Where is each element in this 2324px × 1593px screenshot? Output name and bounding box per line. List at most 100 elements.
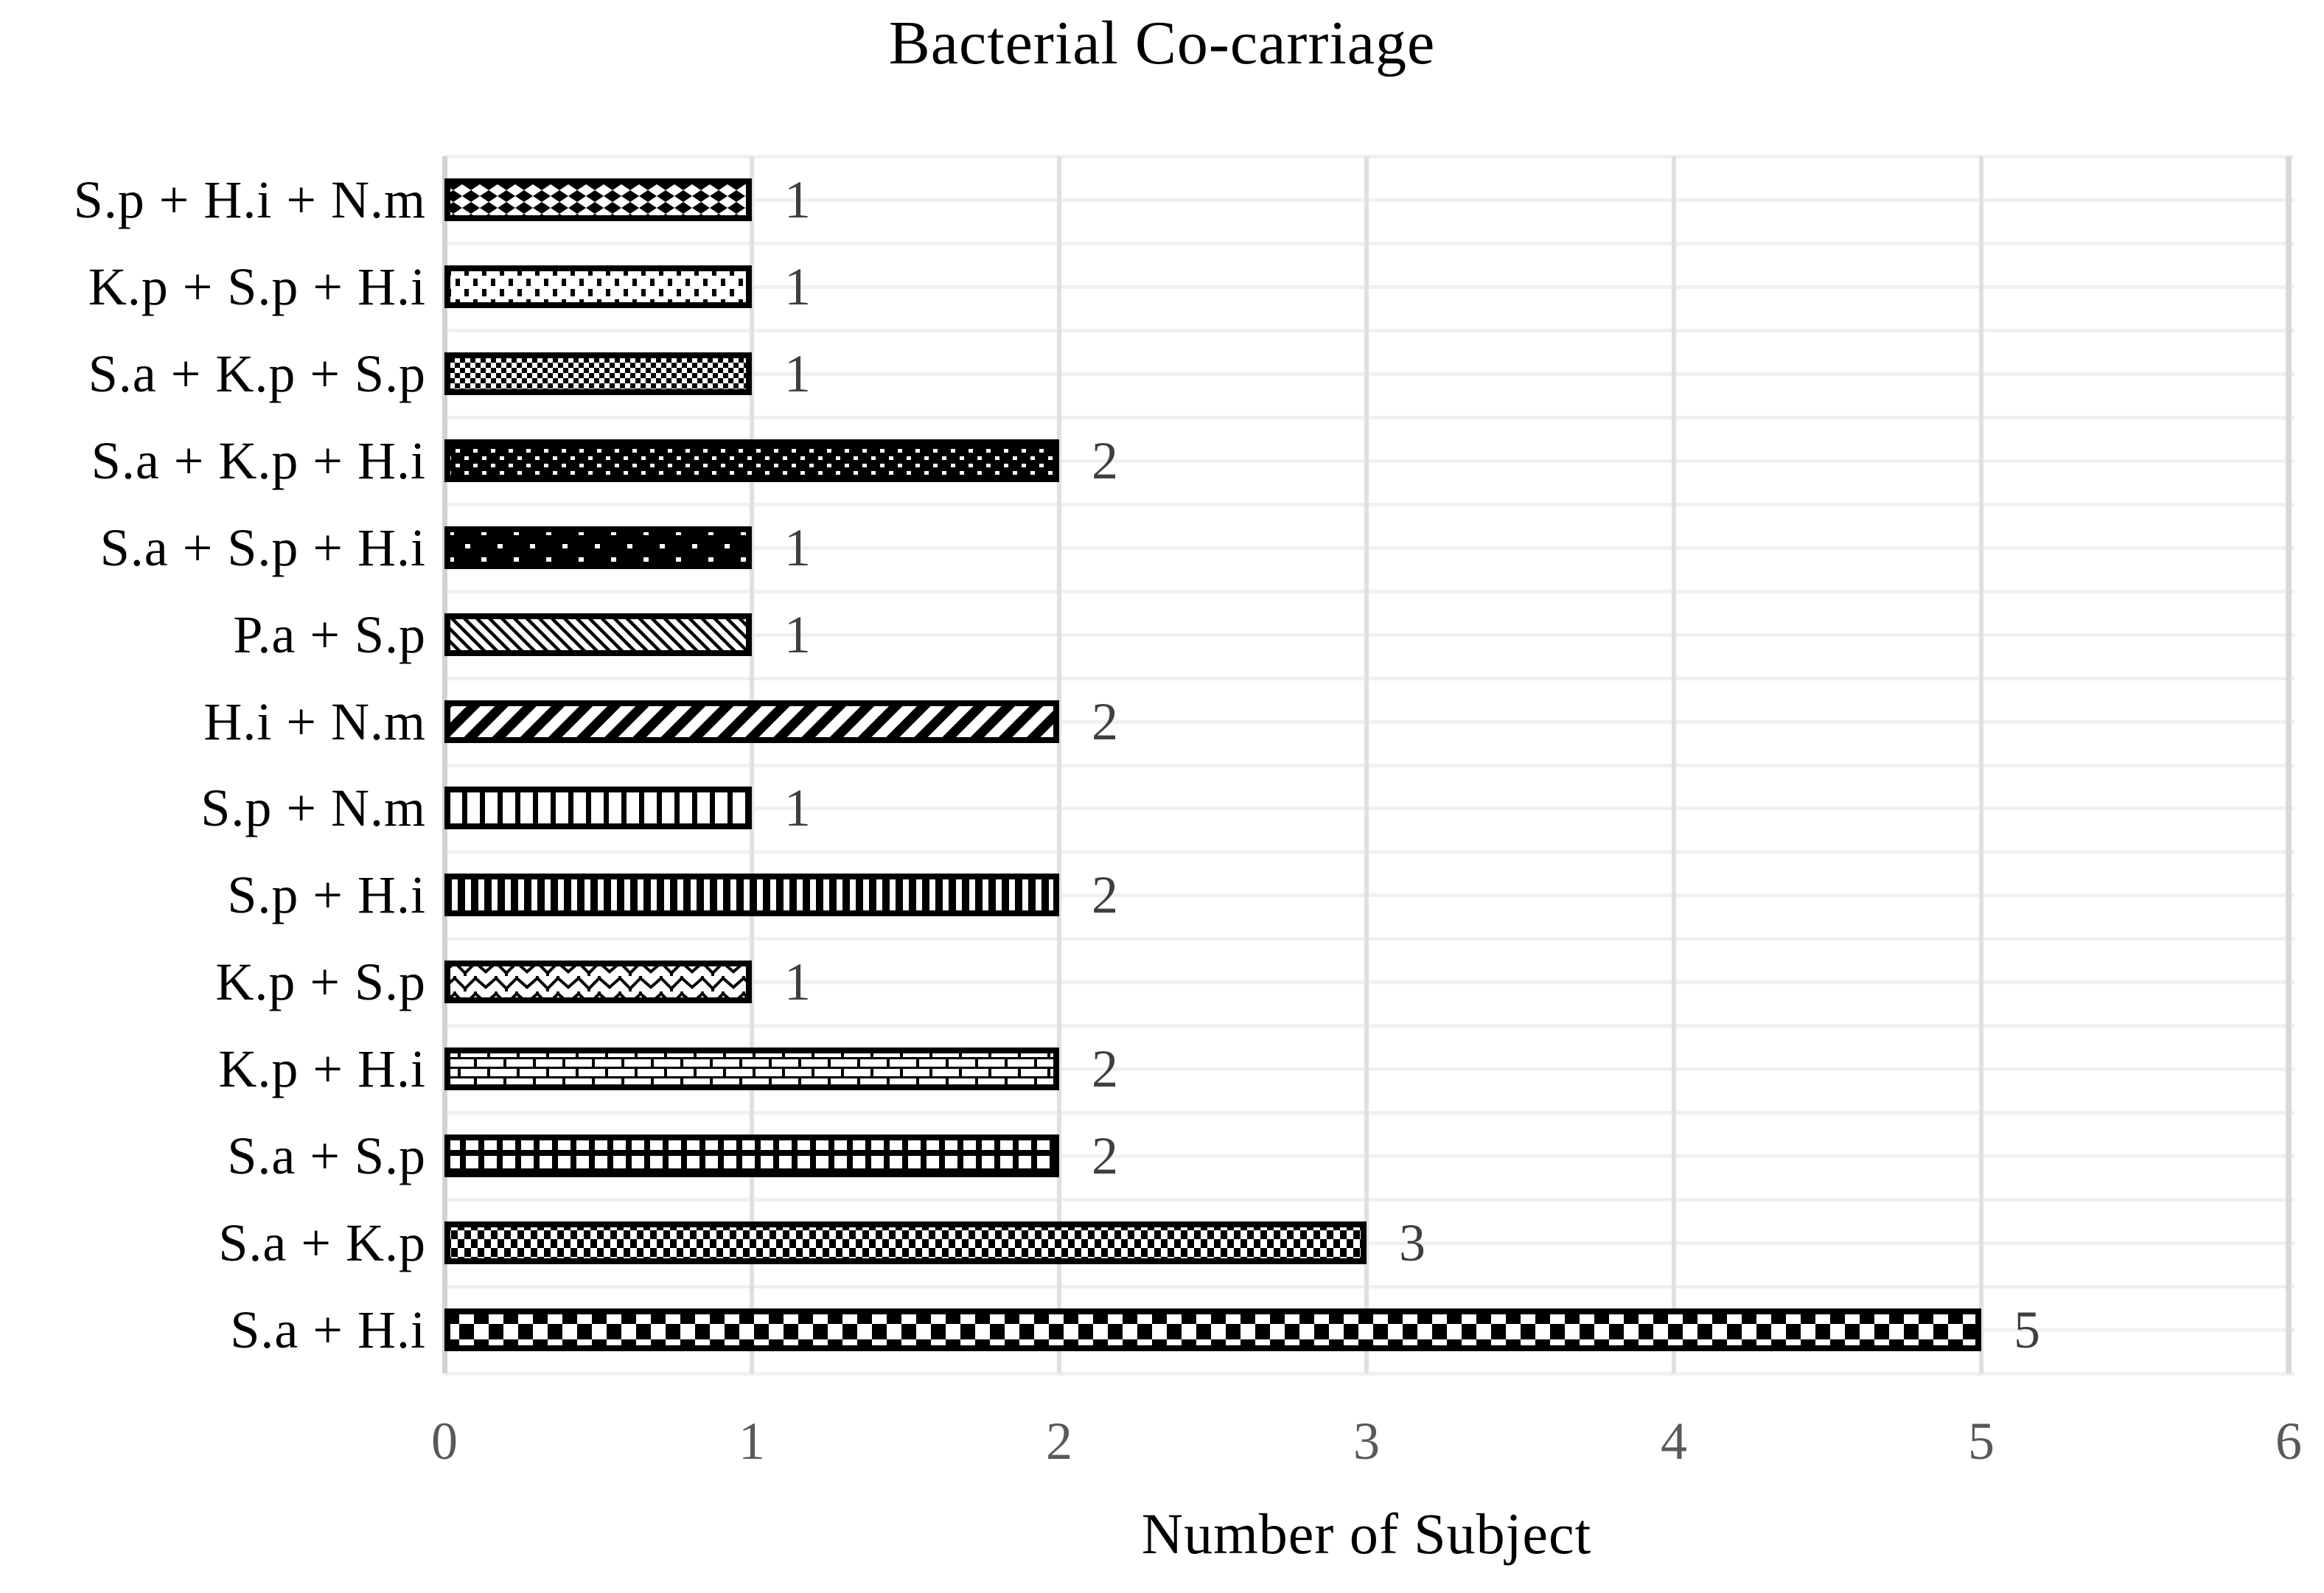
data-label: 1 xyxy=(784,778,811,838)
bar-fill xyxy=(444,787,752,830)
vertical-gridline xyxy=(750,156,754,1373)
category-label: K.p + S.p + H.i xyxy=(88,257,426,316)
bar-fill xyxy=(444,526,752,569)
bar-fill xyxy=(444,1134,1059,1178)
horizontal-gridline xyxy=(444,1198,2295,1202)
category-label: S.a + K.p + H.i xyxy=(91,431,426,490)
horizontal-gridline xyxy=(444,155,2295,158)
data-label: 1 xyxy=(784,604,811,664)
horizontal-gridline xyxy=(444,241,2295,245)
bar-diagonal-thin-up xyxy=(444,613,752,656)
data-label: 1 xyxy=(784,517,811,577)
bar-checker-large xyxy=(444,1308,1981,1352)
horizontal-gridline xyxy=(444,763,2295,767)
vertical-gridline xyxy=(1364,156,1369,1373)
data-label: 3 xyxy=(1399,1213,1426,1273)
data-label: 1 xyxy=(784,170,811,229)
category-label: K.p + H.i xyxy=(218,1039,426,1099)
data-label: 5 xyxy=(2014,1300,2040,1360)
data-label: 2 xyxy=(1092,691,1118,751)
bar-fill xyxy=(444,613,752,656)
horizontal-gridline xyxy=(444,1285,2295,1289)
category-label: S.a + K.p xyxy=(218,1213,426,1273)
bar-fill xyxy=(444,1221,1367,1265)
bar-grid-on-black xyxy=(444,1134,1059,1178)
x-tick-label: 6 xyxy=(2275,1412,2302,1471)
horizontal-gridline xyxy=(444,328,2295,332)
bar-checker-small xyxy=(444,352,752,395)
vertical-gridline xyxy=(1979,156,1983,1373)
horizontal-gridline xyxy=(444,632,2295,637)
bar-fill xyxy=(444,265,752,308)
horizontal-gridline xyxy=(444,459,2295,463)
category-label: S.a + H.i xyxy=(230,1300,426,1360)
horizontal-gridline xyxy=(444,372,2295,376)
bar-fill xyxy=(444,700,1059,743)
horizontal-gridline xyxy=(444,806,2295,811)
bar-dots-sparse-on-black xyxy=(444,526,752,569)
category-label: S.a + S.p xyxy=(227,1126,426,1186)
x-tick-label: 1 xyxy=(739,1412,765,1471)
horizontal-gridline xyxy=(444,850,2295,854)
bar-dots-dense-on-black xyxy=(444,439,1059,482)
bar-vlines-thick xyxy=(444,874,1059,917)
category-label: S.a + K.p + S.p xyxy=(88,344,426,403)
vertical-gridline xyxy=(2286,156,2292,1373)
horizontal-gridline xyxy=(444,937,2295,941)
horizontal-gridline xyxy=(444,1372,2295,1376)
bar-diagonal-wide-down xyxy=(444,700,1059,743)
bar-fill xyxy=(444,874,1059,917)
category-label: S.a + S.p + H.i xyxy=(100,517,426,577)
vertical-gridline xyxy=(1672,156,1676,1373)
x-tick-label: 4 xyxy=(1661,1412,1687,1471)
bar-fill xyxy=(444,439,1059,482)
bar-fill xyxy=(444,961,752,1004)
horizontal-gridline xyxy=(444,1241,2295,1246)
horizontal-gridline xyxy=(444,285,2295,289)
data-label: 2 xyxy=(1092,1039,1118,1099)
bar-fill xyxy=(444,1308,1981,1352)
data-label: 1 xyxy=(784,952,811,1012)
bar-fill xyxy=(444,178,752,221)
horizontal-gridline xyxy=(444,589,2295,593)
horizontal-gridline xyxy=(444,502,2295,506)
data-label: 1 xyxy=(784,257,811,316)
horizontal-gridline xyxy=(444,1067,2295,1072)
bar-vlines-thin xyxy=(444,787,752,830)
x-tick-label: 3 xyxy=(1353,1412,1380,1471)
bar-wave-zigzag xyxy=(444,961,752,1004)
horizontal-gridline xyxy=(444,1111,2295,1115)
x-tick-label: 0 xyxy=(431,1412,458,1471)
horizontal-gridline xyxy=(444,198,2295,202)
category-label: S.p + H.i + N.m xyxy=(73,170,426,229)
category-label: H.i + N.m xyxy=(203,691,426,751)
bar-checker-medium xyxy=(444,1221,1367,1265)
bar-brick xyxy=(444,1048,1059,1091)
horizontal-gridline xyxy=(444,545,2295,550)
horizontal-gridline xyxy=(444,893,2295,898)
vertical-gridline xyxy=(1057,156,1061,1373)
category-label: S.p + H.i xyxy=(227,865,426,925)
data-label: 2 xyxy=(1092,865,1118,925)
category-label: K.p + S.p xyxy=(215,952,426,1012)
horizontal-gridline xyxy=(444,676,2295,680)
horizontal-gridline xyxy=(444,980,2295,985)
data-label: 2 xyxy=(1092,431,1118,490)
bar-dash-dots xyxy=(444,265,752,308)
x-tick-label: 5 xyxy=(1968,1412,1995,1471)
category-label: S.p + N.m xyxy=(200,778,426,838)
horizontal-gridline xyxy=(444,1154,2295,1159)
data-label: 2 xyxy=(1092,1126,1118,1186)
x-axis-title: Number of Subject xyxy=(1141,1502,1592,1566)
category-label: P.a + S.p xyxy=(233,604,426,664)
bar-fill xyxy=(444,352,752,395)
bar-fill xyxy=(444,1048,1059,1091)
horizontal-gridline xyxy=(444,1024,2295,1028)
data-label: 1 xyxy=(784,344,811,403)
chart-title: Bacterial Co-carriage xyxy=(888,9,1436,77)
x-tick-label: 2 xyxy=(1046,1412,1072,1471)
horizontal-gridline xyxy=(444,415,2295,419)
y-axis-line xyxy=(442,156,447,1373)
horizontal-gridline xyxy=(444,719,2295,724)
